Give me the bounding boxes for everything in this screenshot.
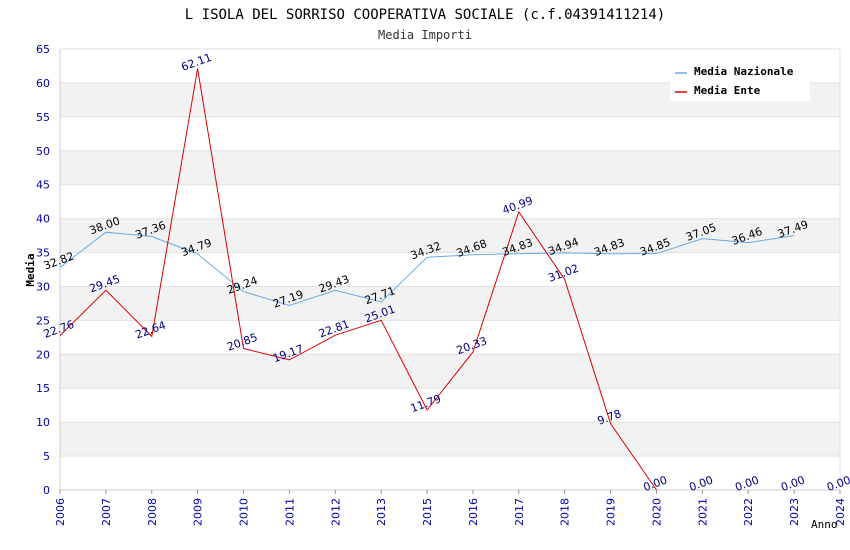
y-tick-label: 10	[36, 416, 50, 429]
grid-bands	[60, 48, 840, 457]
data-label: 20.85	[225, 331, 259, 354]
x-tick-label: 2020	[650, 498, 663, 526]
y-tick-label: 30	[36, 280, 50, 293]
x-tick-label: 2023	[788, 498, 801, 526]
grid-band	[60, 150, 840, 185]
data-label: 11.79	[409, 392, 443, 415]
y-tick-label: 15	[36, 382, 50, 395]
x-axis-ticks: 2006 2007 2008 2009 2010 2011 2012 2013 2015 2016…	[54, 490, 847, 526]
chart-subtitle: Media Importi	[378, 28, 472, 42]
x-tick-label: 2015	[421, 498, 434, 526]
y-tick-label: 0	[43, 484, 50, 497]
y-tick-label: 5	[43, 450, 50, 463]
x-tick-label: 2017	[513, 498, 526, 526]
x-tick-label: 2009	[192, 498, 205, 526]
y-tick-label: 35	[36, 247, 50, 260]
y-tick-label: 40	[36, 213, 50, 226]
x-tick-label: 2018	[559, 498, 572, 526]
axes	[59, 49, 841, 491]
x-tick-label: 2013	[375, 498, 388, 526]
x-tick-label: 2022	[742, 498, 755, 526]
x-tick-label: 2010	[238, 498, 251, 526]
x-tick-label: 2016	[467, 498, 480, 526]
grid-band	[60, 354, 840, 389]
y-tick-label: 25	[36, 314, 50, 327]
chart-title: L ISOLA DEL SORRISO COOPERATIVA SOCIALE …	[185, 7, 665, 23]
data-label: 22.64	[134, 319, 168, 342]
x-tick-label: 2006	[54, 498, 67, 526]
x-tick-label: 2008	[146, 498, 159, 526]
series-lines	[59, 68, 795, 491]
legend-box	[670, 60, 810, 101]
series-line-media-nazionale	[59, 231, 795, 307]
y-tick-label: 20	[36, 348, 50, 361]
data-label: 22.81	[317, 317, 351, 340]
y-tick-label: 55	[36, 111, 50, 124]
series-line-media-ente	[59, 68, 657, 491]
legend: Media Nazionale Media Ente	[670, 60, 810, 101]
x-tick-label: 2021	[696, 498, 709, 526]
data-label: 0.00	[642, 473, 669, 494]
grid-band	[60, 218, 840, 253]
x-tick-label: 2011	[283, 498, 296, 526]
y-tick-label: 60	[36, 77, 50, 90]
x-tick-label: 2019	[605, 498, 618, 526]
grid-band	[60, 286, 840, 321]
data-label: 0.00	[825, 473, 850, 494]
data-label: 0.00	[733, 473, 760, 494]
y-tick-label: 50	[36, 145, 50, 158]
x-tick-label: 2012	[329, 498, 342, 526]
legend-label-media-nazionale: Media Nazionale	[694, 65, 794, 78]
y-axis-label: Media	[24, 253, 37, 286]
x-tick-label: 2024	[834, 498, 847, 526]
x-tick-label: 2007	[100, 498, 113, 526]
data-label: 31.02	[546, 262, 580, 285]
y-tick-label: 65	[36, 43, 50, 56]
grid-band	[60, 422, 840, 457]
data-label: 0.00	[779, 473, 806, 494]
y-axis-ticks: 0 5 10 15 20 25 30 35 40 45 50 55 60 65	[36, 43, 50, 497]
x-axis-label: Anno	[811, 518, 838, 531]
data-label: 0.00	[687, 473, 714, 494]
y-tick-label: 45	[36, 179, 50, 192]
legend-label-media-ente: Media Ente	[694, 84, 761, 97]
data-label: 62.11	[179, 51, 213, 74]
data-label: 40.99	[501, 194, 535, 217]
